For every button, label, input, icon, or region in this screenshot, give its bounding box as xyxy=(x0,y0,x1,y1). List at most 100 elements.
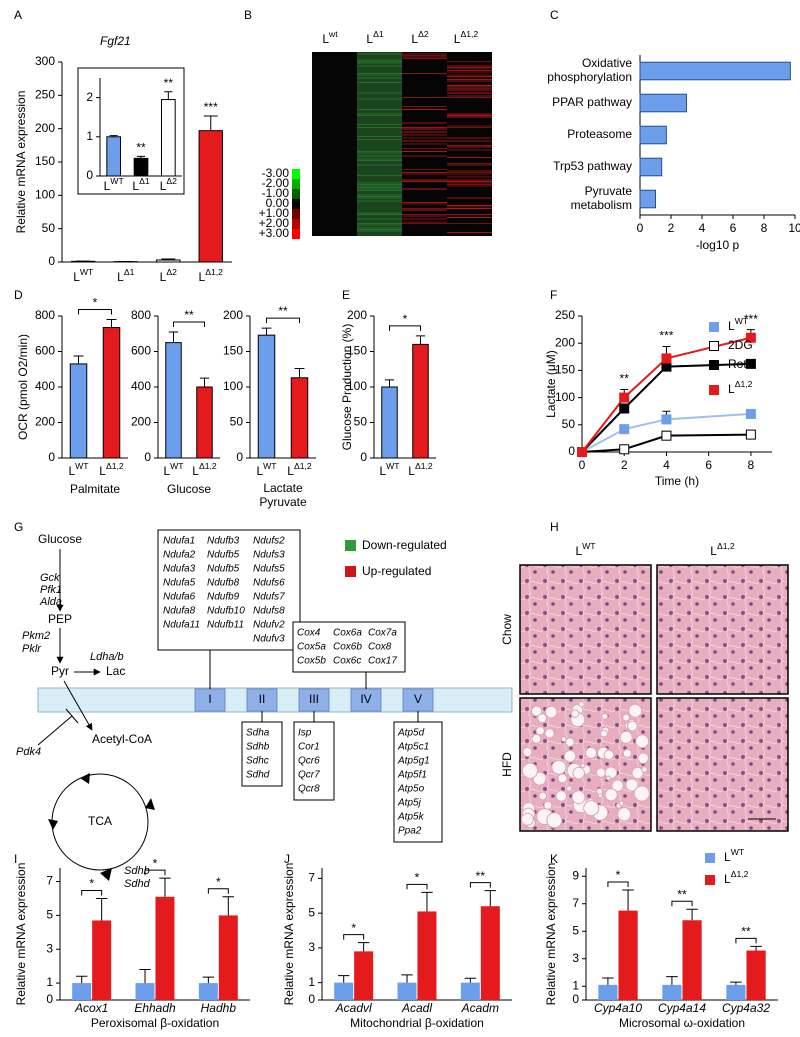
y-tick-label: 200 xyxy=(35,121,55,135)
error-bar xyxy=(95,897,108,921)
x-tick-label: LΔ1 xyxy=(132,176,149,193)
bar xyxy=(639,61,791,81)
gene: Qcr8 xyxy=(298,784,320,795)
error-bar xyxy=(161,258,176,260)
heatmap-cell xyxy=(447,74,492,76)
text-part: L xyxy=(256,464,263,478)
lipid-vacuole xyxy=(551,759,567,775)
heatmap-cell xyxy=(447,185,492,187)
text-part: WT xyxy=(735,316,749,326)
heatmap-cell xyxy=(357,187,402,188)
significance-bracket xyxy=(144,869,166,876)
heatmap-cell xyxy=(357,212,402,214)
text-part: Δ1,2 xyxy=(294,461,312,471)
heatmap-cell xyxy=(402,203,447,205)
gene: Ndufa1 xyxy=(163,536,195,547)
text-part: L xyxy=(99,464,106,478)
gene: Cox7a xyxy=(368,628,397,639)
text-part: L xyxy=(379,464,386,478)
column-header: LΔ1 xyxy=(366,29,383,46)
bar xyxy=(156,259,181,263)
x-tick-label: 10 xyxy=(788,221,800,235)
heatmap-cell xyxy=(357,200,402,202)
gene: Ndufa5 xyxy=(163,578,196,589)
significance-label: * xyxy=(415,870,420,884)
heatmap-cell xyxy=(357,158,402,160)
legend-swatch xyxy=(705,853,715,863)
y-axis-label: Relative mRNA expression xyxy=(14,91,28,234)
bar xyxy=(72,983,92,1000)
bar xyxy=(726,984,746,1000)
text-part: Δ1 xyxy=(124,267,135,277)
text-part: PPAR pathway xyxy=(552,95,632,109)
text-part: Δ2 xyxy=(166,267,177,277)
heatmap-cell xyxy=(402,97,447,98)
heatmap-cell xyxy=(402,56,447,58)
x-tick-label: LΔ2 xyxy=(160,176,177,193)
text-part: L xyxy=(728,382,735,396)
significance-label: ** xyxy=(136,141,146,155)
y-tick-label: 1 xyxy=(86,129,93,143)
inhibition-bar xyxy=(65,708,79,724)
error-bar xyxy=(106,319,117,328)
lipid-vacuole xyxy=(578,700,585,708)
heatmap-cell xyxy=(447,88,492,89)
heatmap-cell xyxy=(402,55,447,56)
marker xyxy=(745,408,756,419)
text-part: Δ1 xyxy=(373,29,384,39)
heatmap-cell xyxy=(402,179,447,181)
heatmap-cell xyxy=(357,92,402,94)
heatmap-cell xyxy=(357,59,402,61)
lipid-vacuole xyxy=(627,720,638,732)
significance-label: * xyxy=(153,856,158,870)
marker xyxy=(619,424,630,435)
metabolite: Glucose xyxy=(38,532,82,546)
lipid-vacuole xyxy=(637,752,650,764)
panel-label: C xyxy=(550,8,559,22)
x-tick-label: Acadvl xyxy=(335,1001,372,1015)
y-tick-label: 600 xyxy=(35,344,55,358)
text-part: metabolism xyxy=(571,198,632,212)
x-tick-label: 8 xyxy=(761,221,768,235)
heatmap-cell xyxy=(447,116,492,118)
heatmap-cell xyxy=(447,97,492,98)
heatmap-cell xyxy=(447,181,492,182)
y-tick-label: 200 xyxy=(347,308,367,322)
lipid-vacuole xyxy=(546,812,563,829)
y-tick-label: Oxidative phosphorylation xyxy=(547,56,632,84)
x-tick-label: 6 xyxy=(705,458,712,472)
x-tick-label: 2 xyxy=(668,221,675,235)
heatmap-cell xyxy=(402,148,447,149)
significance-label: * xyxy=(89,877,94,891)
heatmap-cell xyxy=(357,62,402,64)
text-part: phosphorylation xyxy=(547,70,632,84)
lipid-vacuole xyxy=(628,703,643,718)
text-part: WT xyxy=(80,267,94,277)
text-part: L xyxy=(68,464,75,478)
text-part: Pyruvate xyxy=(585,184,633,198)
heatmap-cell xyxy=(447,205,492,206)
x-tick-label: LΔ1 xyxy=(117,267,134,284)
text-part: Δ2 xyxy=(166,176,177,186)
lipid-vacuole xyxy=(625,778,639,792)
significance-bracket xyxy=(78,309,112,315)
error-bar xyxy=(602,977,614,985)
error-bar xyxy=(421,891,433,912)
gene: Cox4 xyxy=(297,628,321,639)
bar xyxy=(639,93,687,113)
heatmap-cell xyxy=(402,208,447,209)
heatmap-cell xyxy=(357,124,402,125)
heatmap-cell xyxy=(447,176,492,178)
text-part: L xyxy=(73,270,80,284)
text-part: Δ1,2 xyxy=(199,461,217,471)
heatmap-cell xyxy=(447,65,492,67)
heatmap-cell xyxy=(402,127,447,128)
significance-label: * xyxy=(616,868,621,882)
significance-bracket xyxy=(81,889,103,896)
gene: Cox5b xyxy=(297,656,326,667)
lipid-vacuole xyxy=(617,807,632,822)
y-tick-label: 1 xyxy=(308,975,315,989)
y-tick-label: 5 xyxy=(46,908,53,922)
significance-bracket xyxy=(469,882,491,888)
